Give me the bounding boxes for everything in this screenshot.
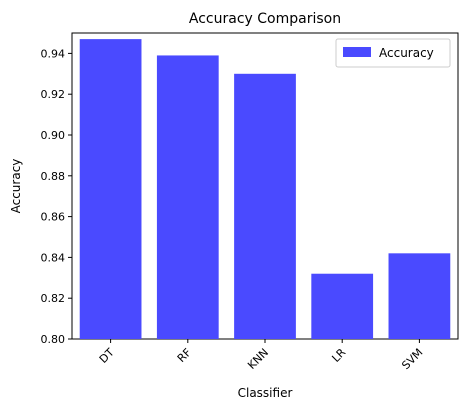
chart-title: Accuracy Comparison [189, 11, 341, 27]
y-tick-label: 0.86 [41, 211, 66, 224]
y-tick-label: 0.92 [41, 88, 66, 101]
bar-rf [157, 55, 219, 339]
y-tick-label: 0.88 [41, 170, 66, 183]
y-tick-label: 0.80 [41, 333, 66, 346]
y-tick-label: 0.82 [41, 292, 66, 305]
bar-series [80, 39, 451, 339]
x-tick-label-svm: SVM [399, 346, 425, 372]
x-tick-label-dt: DT [97, 346, 117, 366]
legend-swatch [343, 47, 371, 57]
y-tick-label: 0.90 [41, 129, 66, 142]
bar-knn [234, 74, 296, 339]
y-axis-label: Accuracy [9, 159, 23, 214]
x-tick-label-knn: KNN [245, 346, 271, 372]
y-tick-label: 0.94 [41, 47, 66, 60]
y-tick-label: 0.84 [41, 251, 66, 264]
legend: Accuracy [336, 39, 450, 67]
y-axis: 0.80 0.82 0.84 0.86 0.88 0.90 0.92 0.94 [41, 47, 73, 346]
bar-lr [311, 274, 373, 339]
x-axis: DT RF KNN LR SVM [97, 339, 426, 372]
x-tick-label-rf: RF [175, 346, 194, 365]
bar-svm [389, 253, 451, 339]
legend-label: Accuracy [379, 46, 434, 60]
bar-dt [80, 39, 142, 339]
x-axis-label: Classifier [238, 386, 293, 400]
x-tick-label-lr: LR [329, 346, 348, 365]
